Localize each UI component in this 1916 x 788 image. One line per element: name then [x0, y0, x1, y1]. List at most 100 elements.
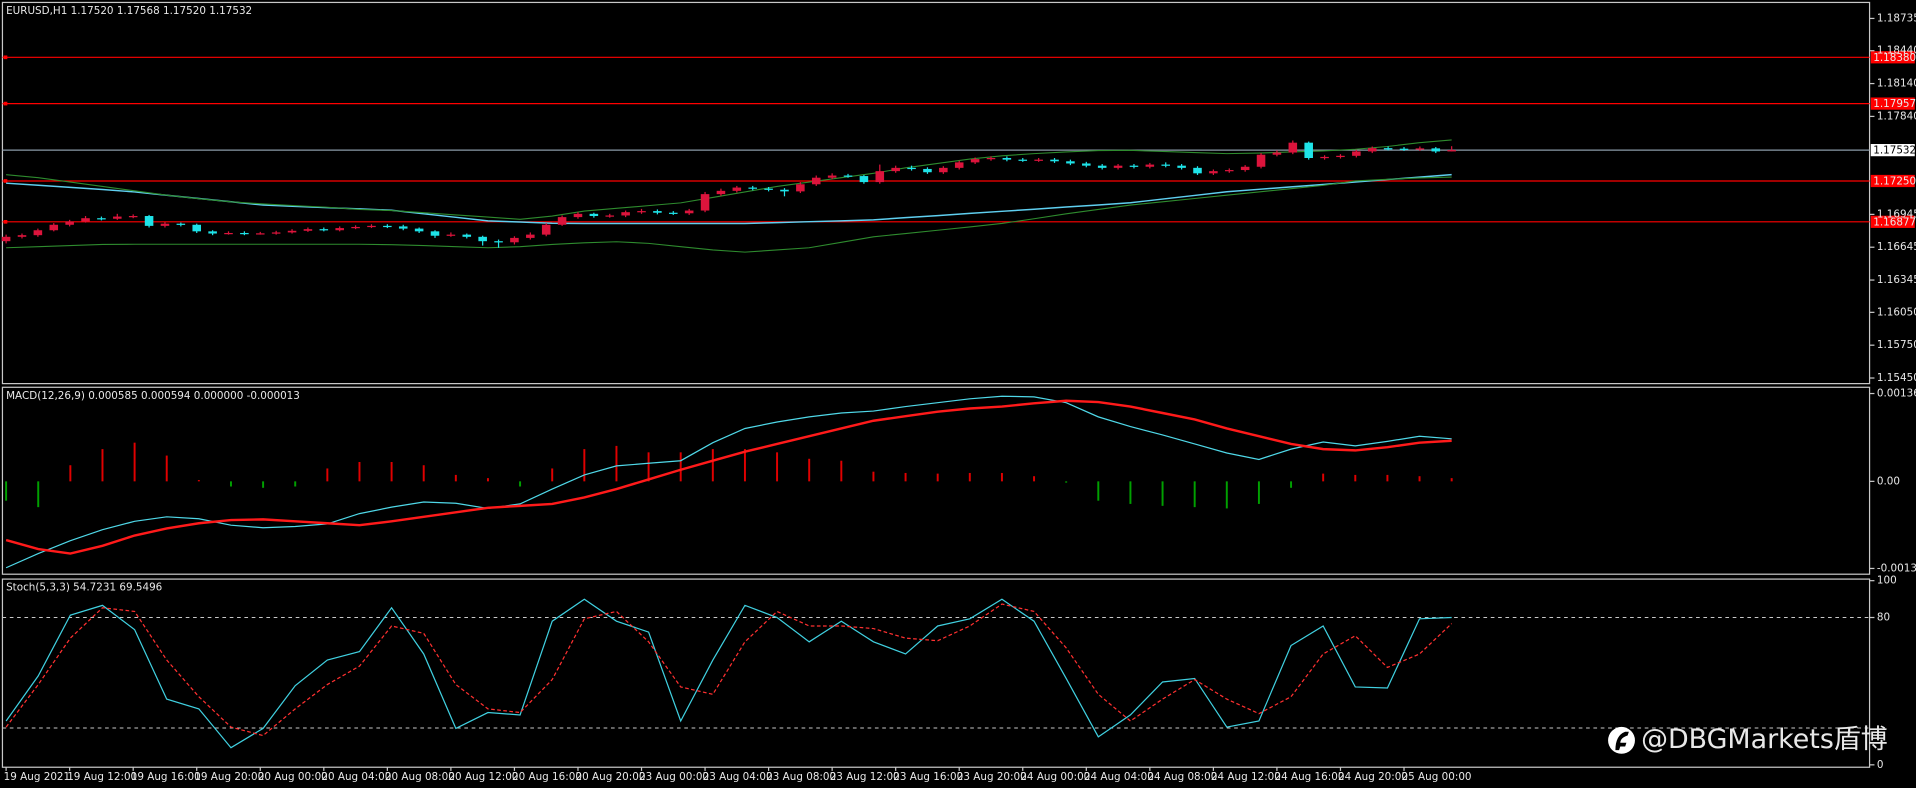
x-tick-label: 24 Aug 16:00	[1274, 771, 1344, 783]
candle-body	[1399, 148, 1409, 150]
price-level-marker	[3, 219, 8, 224]
price-level-tag	[1870, 51, 1915, 64]
candle-body	[430, 231, 440, 236]
candle-body	[1336, 155, 1345, 158]
y-tick-label: 1.17840	[1877, 110, 1916, 122]
candle-body	[684, 210, 694, 214]
candle-body	[669, 212, 678, 214]
candle-body	[1193, 167, 1202, 174]
stoch-pane-frame	[1, 578, 1871, 768]
candle-body	[653, 211, 662, 213]
x-tick-label: 20 Aug 08:00	[385, 771, 455, 783]
candle-body	[17, 235, 27, 237]
candle-body	[939, 167, 948, 173]
candle-body	[1256, 154, 1266, 167]
candle-body	[1129, 165, 1139, 167]
candle-body	[1161, 164, 1171, 166]
candle-body	[1447, 150, 1456, 152]
candle-body	[176, 223, 186, 225]
candle-body	[1034, 159, 1043, 161]
indicator-line	[6, 176, 1452, 253]
candle-body	[208, 231, 217, 234]
candle-body	[1272, 152, 1282, 155]
x-tick-label: 19 Aug 16:00	[131, 771, 201, 783]
candle-body	[1, 236, 11, 242]
candle-body	[557, 217, 567, 225]
candle-body	[446, 234, 456, 236]
candle-body	[1002, 158, 1012, 160]
candle-body	[1066, 161, 1075, 164]
indicator-line	[5, 603, 1453, 737]
candle-body	[526, 234, 535, 238]
x-tick-label: 19 Aug 12:00	[67, 771, 137, 783]
candle-body	[1177, 165, 1186, 168]
candle-body	[923, 168, 932, 173]
y-tick-label: 1.18735	[1877, 12, 1916, 24]
candle-body	[859, 176, 869, 183]
candle-body	[383, 225, 392, 228]
candle-body	[287, 230, 297, 233]
candle-body	[144, 216, 154, 226]
price-level-tag	[1870, 215, 1915, 228]
x-tick-label: 23 Aug 20:00	[957, 771, 1027, 783]
main-pane-frame	[1, 1, 1871, 385]
x-tick-label: 24 Aug 00:00	[1020, 771, 1090, 783]
candle-body	[478, 236, 487, 242]
watermark-text: @DBGMarkets盾博	[1641, 724, 1888, 755]
candle-body	[1352, 151, 1361, 156]
candle-body	[541, 224, 551, 235]
candle-body	[986, 158, 996, 160]
price-level-marker	[3, 55, 8, 60]
candle-body	[954, 162, 964, 168]
x-tick-label: 23 Aug 16:00	[893, 771, 963, 783]
candle-body	[1367, 148, 1377, 152]
candle-body	[335, 228, 344, 231]
candle-body	[716, 190, 726, 195]
y-tick-label: 1.16945	[1877, 208, 1916, 220]
candle-body	[319, 229, 329, 231]
y-tick-label: 100	[1877, 575, 1897, 587]
candle-body	[160, 223, 170, 226]
last-price-tag	[1870, 144, 1915, 157]
y-tick-label: 1.18140	[1877, 78, 1916, 90]
last-price-label: 1.17532	[1873, 145, 1916, 157]
candle-body	[843, 175, 853, 177]
candle-body	[128, 216, 138, 218]
indicator-line	[5, 399, 1452, 555]
x-tick-label: 23 Aug 00:00	[639, 771, 709, 783]
y-tick-label: 1.16645	[1877, 241, 1916, 253]
pane-title: MACD(12,26,9) 0.000585 0.000594 0.000000…	[6, 390, 300, 402]
candle-body	[1209, 171, 1218, 174]
candle-body	[573, 213, 583, 218]
candle-body	[303, 229, 313, 231]
pane-title: EURUSD,H1 1.17520 1.17568 1.17520 1.1753…	[6, 5, 252, 17]
candle-body	[1383, 148, 1393, 150]
candle-body	[1320, 156, 1329, 159]
y-tick-label: 1.15450	[1877, 372, 1916, 384]
candle-body	[700, 194, 710, 211]
y-tick-label: 1.15750	[1877, 339, 1916, 351]
candle-body	[827, 175, 837, 178]
y-tick-label: 0.001362	[1877, 388, 1916, 400]
price-level-tag	[1870, 97, 1915, 110]
y-tick-label: 1.16345	[1877, 274, 1916, 286]
watermark-logo	[1608, 726, 1635, 754]
candle-body	[49, 224, 59, 231]
candle-body	[907, 167, 916, 170]
price-level-marker	[3, 101, 8, 106]
candle-body	[271, 232, 281, 234]
x-tick-label: 20 Aug 16:00	[512, 771, 582, 783]
x-tick-label: 23 Aug 12:00	[830, 771, 900, 783]
candle-body	[494, 241, 503, 243]
candle-body	[367, 225, 376, 228]
candle-body	[1145, 164, 1155, 167]
y-tick-label: -0.001351	[1877, 562, 1916, 574]
x-tick-label: 24 Aug 08:00	[1147, 771, 1217, 783]
candle-body	[113, 216, 122, 219]
y-tick-label: 0	[1877, 759, 1884, 771]
candle-body	[811, 177, 821, 185]
candle-body	[748, 187, 757, 189]
pane-title: Stoch(5,3,3) 54.7231 69.5496	[6, 582, 162, 594]
